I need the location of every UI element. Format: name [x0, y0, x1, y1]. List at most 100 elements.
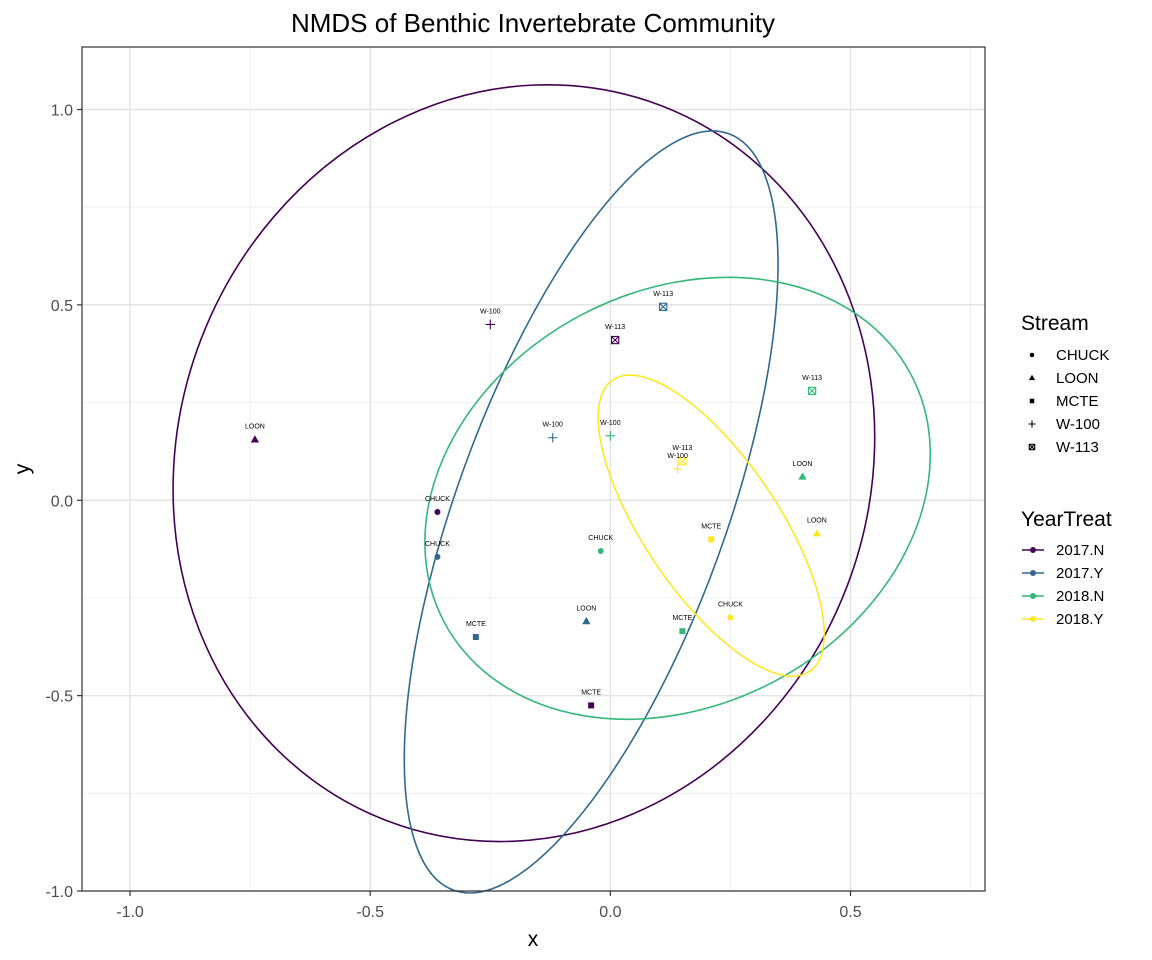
ellipse-2017.Y	[403, 130, 779, 894]
legend-key-dot	[1030, 616, 1036, 622]
point-circle	[434, 508, 441, 515]
point-square	[1029, 398, 1035, 404]
legend-label: W-100	[1056, 416, 1100, 433]
point-label: W-113	[653, 291, 673, 298]
point-box-x	[678, 457, 687, 466]
legend-label: 2018.Y	[1056, 611, 1104, 628]
point-2017.N-MCTE	[588, 702, 595, 709]
legend-label: CHUCK	[1056, 347, 1109, 364]
point-plus	[1028, 420, 1036, 428]
legend-item-W-113: W-113	[1028, 439, 1099, 456]
point-label: W-100	[480, 308, 501, 315]
legends: Stream CHUCK LOON MCTE W-100 W-113 YearTreat 20…	[1021, 312, 1112, 628]
point-plus	[605, 430, 616, 441]
point-2017.Y-MCTE	[472, 634, 479, 641]
legend-label: LOON	[1056, 370, 1099, 387]
point-labels: LOONW-100W-113CHUCKMCTEW-113W-100CHUCKMC…	[245, 291, 827, 697]
point-circle	[597, 548, 604, 555]
point-triangle	[798, 472, 807, 480]
legend-item-W-100: W-100	[1028, 416, 1100, 433]
point-box	[1028, 443, 1036, 451]
point-plus	[485, 319, 496, 330]
legend-item-CHUCK: CHUCK	[1029, 347, 1109, 364]
point-label: LOON	[576, 605, 596, 612]
x-tick-label: -0.5	[356, 904, 384, 921]
point-2018.N-CHUCK	[597, 548, 604, 555]
point-box	[807, 386, 817, 396]
point-label: MCTE	[701, 523, 721, 530]
point-label: CHUCK	[425, 496, 450, 503]
point-circle	[434, 553, 441, 560]
point-2017.Y-LOON	[582, 616, 591, 625]
legend-label: W-113	[1056, 439, 1099, 456]
plot-panel	[82, 47, 985, 891]
point-box	[611, 335, 620, 345]
point-2018.Y-CHUCK	[727, 614, 734, 621]
point-circle	[1029, 352, 1035, 358]
point-2018.N-LOON	[798, 472, 807, 480]
point-label: LOON	[793, 461, 813, 468]
point-box-x	[659, 302, 668, 311]
point-triangle	[1028, 374, 1036, 381]
confidence-ellipses	[172, 83, 932, 894]
point-box-x	[611, 336, 620, 345]
point-label: MCTE	[466, 621, 486, 628]
point-label: LOON	[245, 424, 265, 431]
legend-item-LOON: LOON	[1028, 370, 1099, 387]
point-triangle	[250, 435, 260, 443]
point-label: W-100	[600, 420, 621, 427]
y-tick-label: 1.0	[51, 103, 73, 120]
data-points	[250, 302, 822, 709]
point-square	[708, 536, 715, 543]
point-triangle	[812, 529, 822, 537]
ellipse-2017.N	[172, 83, 876, 843]
legend-label: MCTE	[1056, 393, 1099, 410]
legend-title-yeartreat: YearTreat	[1021, 508, 1112, 531]
point-triangle	[582, 616, 591, 625]
legend-label: 2018.N	[1056, 588, 1104, 605]
point-label: W-100	[667, 453, 688, 460]
legend-item-MCTE: MCTE	[1029, 393, 1099, 410]
point-square	[472, 634, 479, 641]
point-2018.Y-W-113	[678, 457, 687, 466]
point-2017.N-W-113	[611, 335, 620, 345]
point-label: CHUCK	[425, 541, 450, 548]
point-box-x	[1028, 443, 1036, 451]
y-axis-title: y	[11, 463, 34, 474]
y-tick-label: -0.5	[45, 689, 73, 706]
point-2017.N-CHUCK	[434, 508, 441, 515]
legend-item-2018.N: 2018.N	[1022, 588, 1104, 605]
x-tick-label: -1.0	[116, 904, 144, 921]
point-label: MCTE	[672, 615, 692, 622]
axes: -1.0 -0.5 0.0 0.5 1.0 0.5 0.0 -0.5 -1.0	[45, 103, 861, 921]
point-2018.N-W-113	[807, 386, 817, 396]
point-label: CHUCK	[718, 601, 743, 608]
point-label: MCTE	[581, 689, 601, 696]
point-2017.Y-CHUCK	[434, 553, 441, 560]
point-square	[679, 628, 686, 635]
point-2018.Y-W-100	[672, 464, 683, 474]
point-circle	[727, 614, 734, 621]
plot-border	[81, 46, 986, 892]
ellipse-2018.N	[424, 276, 932, 721]
point-plus	[672, 464, 683, 474]
point-label: W-113	[672, 445, 692, 452]
legend-key-dot	[1030, 547, 1036, 553]
point-2018.Y-MCTE	[708, 536, 715, 543]
point-box	[659, 302, 668, 311]
point-2017.N-LOON	[250, 435, 260, 443]
ellipse-2018.Y	[597, 374, 826, 678]
point-2017.N-W-100	[485, 319, 496, 330]
legend-key-dot	[1030, 570, 1036, 576]
point-2017.Y-W-113	[659, 302, 668, 311]
y-tick-label: 0.0	[51, 493, 73, 510]
legend-title-stream: Stream	[1021, 312, 1089, 335]
point-plus	[547, 432, 558, 443]
y-tick-label: 0.5	[51, 298, 73, 315]
point-2017.Y-W-100	[547, 432, 558, 443]
legend-item-2017.N: 2017.N	[1022, 542, 1104, 559]
point-box	[678, 457, 687, 466]
x-axis-title: x	[528, 928, 539, 951]
point-label: W-113	[802, 375, 822, 382]
